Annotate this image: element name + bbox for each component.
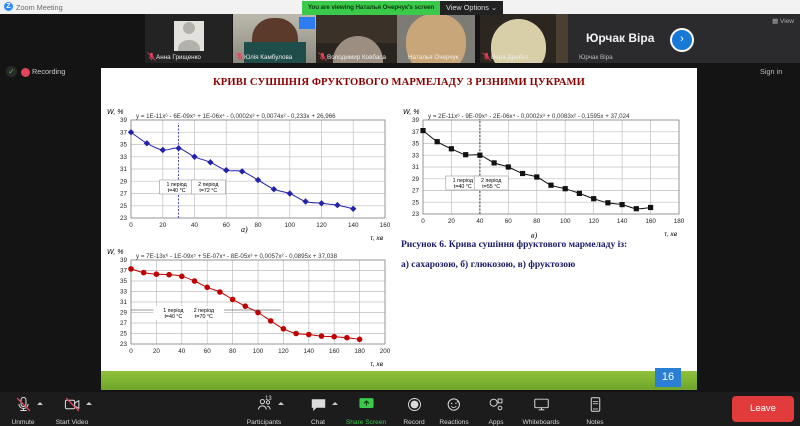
svg-text:60: 60	[223, 222, 231, 229]
svg-text:29: 29	[120, 179, 128, 186]
svg-text:37: 37	[412, 129, 420, 136]
svg-text:20: 20	[153, 348, 161, 355]
svg-text:0: 0	[129, 348, 133, 355]
svg-text:180: 180	[354, 348, 365, 355]
svg-text:τ, хв: τ, хв	[370, 235, 383, 242]
svg-text:29: 29	[120, 310, 128, 317]
svg-text:35: 35	[120, 142, 128, 149]
svg-text:20: 20	[159, 222, 167, 229]
svg-text:25: 25	[120, 331, 128, 338]
svg-text:27: 27	[120, 320, 128, 327]
svg-text:80: 80	[229, 348, 237, 355]
svg-text:25: 25	[120, 203, 128, 210]
svg-text:40: 40	[178, 348, 186, 355]
svg-text:39: 39	[120, 257, 128, 264]
svg-text:33: 33	[412, 153, 420, 160]
svg-text:40: 40	[191, 222, 199, 229]
svg-text:33: 33	[120, 289, 128, 296]
svg-text:25: 25	[412, 200, 420, 207]
svg-text:39: 39	[120, 117, 128, 124]
svg-text:y = 7Е-13x⁶ - 1Е-09x⁵ + 5Е-07x: y = 7Е-13x⁶ - 1Е-09x⁵ + 5Е-07x⁴ - 8Е-05x…	[136, 253, 338, 260]
svg-text:t=55 °C: t=55 °C	[482, 184, 500, 190]
svg-text:τ, хв: τ, хв	[664, 231, 677, 238]
svg-text:120: 120	[316, 222, 327, 229]
svg-text:0: 0	[129, 222, 133, 229]
svg-text:100: 100	[560, 218, 571, 225]
svg-text:27: 27	[120, 191, 128, 198]
svg-text:60: 60	[505, 218, 513, 225]
svg-text:60: 60	[204, 348, 212, 355]
svg-text:20: 20	[448, 218, 456, 225]
svg-text:t=72 °C: t=72 °C	[199, 188, 217, 194]
svg-text:100: 100	[285, 222, 296, 229]
svg-text:160: 160	[329, 348, 340, 355]
svg-text:39: 39	[412, 117, 420, 124]
svg-text:40: 40	[476, 218, 484, 225]
svg-text:140: 140	[304, 348, 315, 355]
svg-text:23: 23	[120, 341, 128, 348]
svg-text:W, %: W, %	[403, 109, 419, 116]
svg-text:200: 200	[380, 348, 391, 355]
svg-text:W, %: W, %	[107, 249, 123, 256]
svg-text:τ, хв: τ, хв	[370, 361, 383, 368]
svg-text:35: 35	[412, 141, 420, 148]
svg-text:160: 160	[645, 218, 656, 225]
svg-text:120: 120	[588, 218, 599, 225]
svg-text:29: 29	[412, 176, 420, 183]
svg-text:100: 100	[253, 348, 264, 355]
svg-text:0: 0	[421, 218, 425, 225]
svg-text:t=70 °C: t=70 °C	[195, 314, 213, 320]
svg-text:80: 80	[533, 218, 541, 225]
svg-text:160: 160	[380, 222, 391, 229]
svg-text:t=40 °C: t=40 °C	[164, 314, 182, 320]
svg-text:27: 27	[412, 188, 420, 195]
svg-text:23: 23	[412, 211, 420, 218]
svg-text:80: 80	[254, 222, 262, 229]
svg-text:140: 140	[348, 222, 359, 229]
svg-text:37: 37	[120, 268, 128, 275]
svg-text:y = 2Е-11x⁶ - 9Е-09x⁵ - 2Е-06x: y = 2Е-11x⁶ - 9Е-09x⁵ - 2Е-06x⁴ - 0,0002…	[428, 113, 630, 120]
svg-text:t=40 °C: t=40 °C	[168, 188, 186, 194]
svg-text:37: 37	[120, 129, 128, 136]
svg-text:31: 31	[120, 299, 128, 306]
svg-text:31: 31	[120, 166, 128, 173]
svg-text:35: 35	[120, 278, 128, 285]
svg-text:23: 23	[120, 215, 128, 222]
svg-text:31: 31	[412, 164, 420, 171]
svg-text:W, %: W, %	[107, 109, 123, 116]
svg-text:t=40 °C: t=40 °C	[454, 184, 472, 190]
svg-text:33: 33	[120, 154, 128, 161]
svg-text:y = 1Е-11x⁶ - 6Е-09x⁵ + 1Е-06x: y = 1Е-11x⁶ - 6Е-09x⁵ + 1Е-06x⁴ - 0,0002…	[136, 113, 336, 120]
svg-text:140: 140	[617, 218, 628, 225]
svg-text:120: 120	[278, 348, 289, 355]
svg-text:180: 180	[674, 218, 685, 225]
